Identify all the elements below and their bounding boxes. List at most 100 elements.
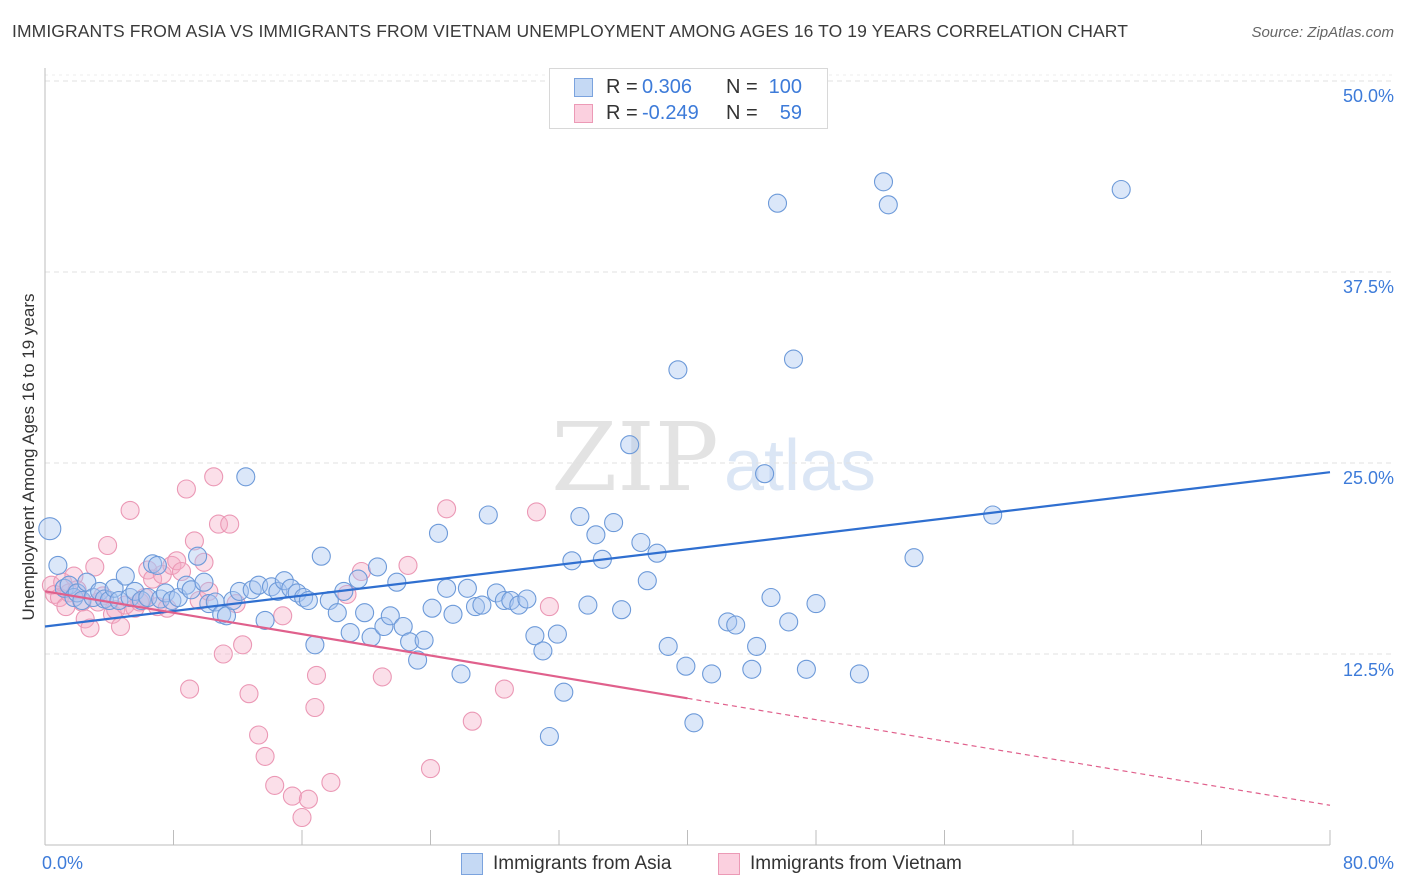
data-point xyxy=(525,626,545,646)
data-point xyxy=(873,172,894,192)
trend-lines xyxy=(44,471,1331,806)
data-point xyxy=(779,612,799,632)
data-point xyxy=(48,555,68,575)
data-point xyxy=(494,590,514,611)
legend-r-label: R = xyxy=(606,101,638,124)
data-point xyxy=(110,616,131,637)
y-axis-label: Unemployment Among Ages 16 to 19 years xyxy=(19,293,38,621)
x-tick-label-left: 0.0% xyxy=(42,853,84,873)
data-point xyxy=(983,505,1003,525)
y-tick-label: 25.0% xyxy=(1342,468,1394,488)
data-point xyxy=(631,532,651,553)
data-point xyxy=(767,193,788,213)
data-point xyxy=(282,786,302,806)
data-point xyxy=(612,600,632,620)
data-point xyxy=(637,571,657,591)
data-point xyxy=(451,664,471,684)
data-point xyxy=(586,525,606,545)
data-point xyxy=(233,635,253,655)
data-point xyxy=(604,513,624,533)
data-point xyxy=(578,595,598,615)
data-point xyxy=(517,589,537,609)
data-point xyxy=(372,667,392,687)
trend-line-vietnam xyxy=(44,590,688,700)
legend-swatch-vietnam xyxy=(574,103,593,123)
data-point xyxy=(374,616,394,637)
data-point xyxy=(676,656,696,676)
chart-title: IMMIGRANTS FROM ASIA VS IMMIGRANTS FROM … xyxy=(12,21,1129,41)
data-point xyxy=(305,635,325,655)
data-point xyxy=(236,467,256,487)
data-point xyxy=(220,514,240,534)
data-point xyxy=(208,514,229,534)
correlation-legend: R = 0.306 N = 100 R = -0.249 N = 59 xyxy=(549,68,828,129)
data-point xyxy=(306,665,327,685)
bottom-legend-label-vietnam: Immigrants from Vietnam xyxy=(750,853,962,874)
data-point xyxy=(104,578,124,598)
data-point xyxy=(684,713,704,733)
data-point xyxy=(562,551,582,571)
data-point xyxy=(311,546,331,566)
data-point xyxy=(255,746,275,766)
data-point xyxy=(75,609,95,629)
data-point xyxy=(462,711,482,731)
data-point xyxy=(204,467,224,487)
axes xyxy=(44,68,1331,846)
watermark-zip: ZIP xyxy=(551,403,718,513)
y-tick-label: 12.5% xyxy=(1342,660,1394,680)
legend-r-label: R = xyxy=(606,75,638,98)
data-point xyxy=(398,555,418,575)
data-point xyxy=(80,618,100,638)
data-point xyxy=(348,569,368,589)
data-point xyxy=(292,807,312,828)
data-point xyxy=(539,597,559,617)
bottom-legend-label-asia: Immigrants from Asia xyxy=(493,853,672,874)
legend-n-value: 100 xyxy=(768,75,802,98)
data-point xyxy=(783,349,804,369)
data-point xyxy=(1111,179,1131,200)
data-point xyxy=(273,606,293,626)
y-tick-label: 37.5% xyxy=(1342,277,1394,297)
legend-r-value: -0.249 xyxy=(642,101,699,124)
data-point xyxy=(742,659,762,679)
bottom-legend-swatch-asia xyxy=(461,853,483,875)
data-point xyxy=(849,664,869,684)
data-point xyxy=(428,523,449,543)
data-point xyxy=(355,603,375,623)
data-point xyxy=(437,578,457,598)
bottom-legend-asia: Immigrants from Asia xyxy=(461,852,671,876)
data-point xyxy=(755,464,775,484)
data-point xyxy=(380,606,400,626)
data-point xyxy=(437,499,457,519)
data-point xyxy=(98,535,118,556)
data-point xyxy=(533,641,553,661)
legend-n-label: N = xyxy=(726,101,758,124)
gridlines xyxy=(45,74,1392,655)
data-point xyxy=(213,644,233,664)
data-point xyxy=(147,555,167,575)
data-point xyxy=(188,546,208,566)
data-point xyxy=(494,679,514,699)
data-point xyxy=(167,551,187,571)
data-point xyxy=(796,659,816,679)
legend-r-value: 0.306 xyxy=(642,75,693,98)
data-point xyxy=(321,772,341,792)
data-point xyxy=(457,578,477,598)
data-point xyxy=(184,531,204,551)
watermark: ZIP atlas xyxy=(551,403,876,513)
data-point xyxy=(472,595,492,615)
source-label: Source: ZipAtlas.com xyxy=(1251,24,1394,41)
legend-n-label: N = xyxy=(726,75,758,98)
data-point xyxy=(620,435,640,455)
data-point xyxy=(194,572,214,592)
data-point xyxy=(327,603,347,623)
watermark-atlas: atlas xyxy=(724,426,876,506)
data-point xyxy=(465,597,486,617)
data-point xyxy=(387,572,407,592)
data-point xyxy=(726,615,746,635)
data-point xyxy=(547,624,567,644)
data-point xyxy=(180,679,200,699)
data-point xyxy=(658,636,678,656)
data-point xyxy=(155,583,176,603)
